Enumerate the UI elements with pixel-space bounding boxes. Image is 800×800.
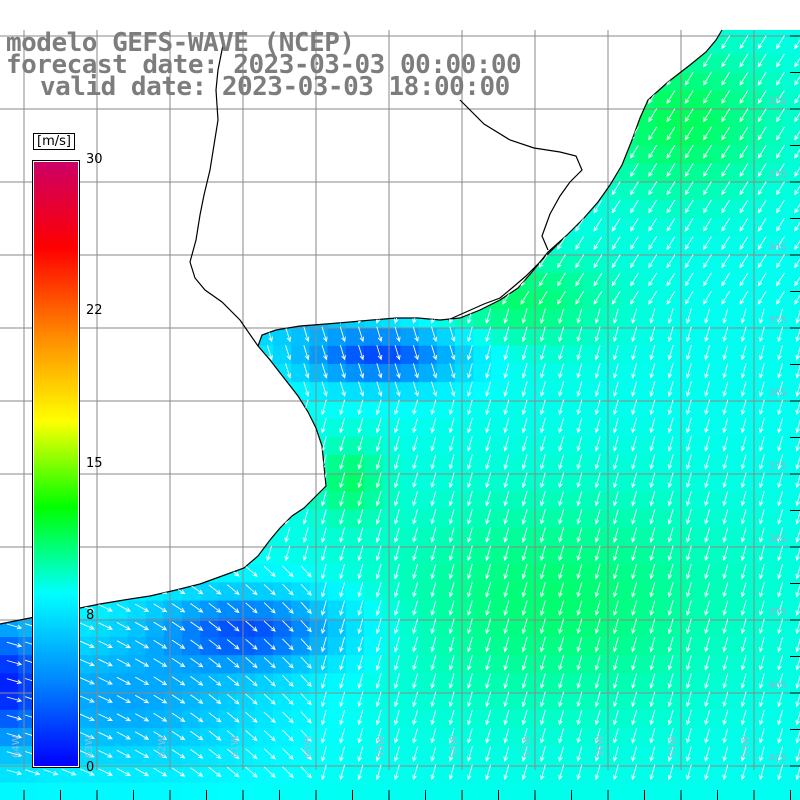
lon-label: 57W — [522, 735, 533, 758]
colorbar-tick-15: 15 — [86, 456, 103, 471]
lon-label: 62W — [157, 735, 168, 758]
lat-label: 32S — [768, 96, 787, 107]
colorbar-tick-8: 8 — [86, 608, 95, 623]
colorbar-gradient — [34, 162, 78, 766]
lat-label: 38S — [768, 534, 787, 545]
lat-label: 40S — [768, 680, 787, 691]
colorbar — [32, 160, 80, 768]
colorbar-tick-0: 0 — [86, 760, 95, 775]
title-line-1: modelo GEFS-WAVE (NCEP) — [6, 28, 355, 58]
lon-label: 54W — [741, 735, 752, 758]
lon-label: 56W — [595, 735, 606, 758]
lon-label: 63W — [84, 735, 95, 758]
title-line-3: valid date: 2023-03-03 18:00:00 — [40, 72, 510, 102]
longitude-labels: 64W 63W 62W 61W 60W 59W 58W 57W 56W 55W 54W — [11, 735, 752, 758]
title-line-2: forecast date: 2023-03-03 00:00:00 — [6, 50, 522, 80]
lat-label: 37S — [768, 461, 787, 472]
lon-label: 59W — [376, 735, 387, 758]
colorbar-tick-22: 22 — [86, 303, 103, 318]
colorbar-tick-30: 30 — [86, 152, 103, 167]
lat-label: 34S — [768, 242, 787, 253]
lat-label: 36S — [768, 388, 787, 399]
latitude-labels: 32S 33S 34S 35S 36S 37S 38S 39S 40S 41S — [768, 96, 787, 764]
lon-label: 60W — [303, 735, 314, 758]
lat-label: 39S — [768, 607, 787, 618]
lat-label: 41S — [768, 753, 787, 764]
lon-label: 61W — [230, 735, 241, 758]
lon-label: 58W — [449, 735, 460, 758]
lon-label: 55W — [668, 735, 679, 758]
lon-label: 64W — [11, 735, 22, 758]
colorbar-unit: [m/s] — [33, 133, 75, 150]
lat-label: 33S — [768, 169, 787, 180]
lat-lon-grid — [0, 30, 800, 800]
lat-label: 35S — [768, 315, 787, 326]
